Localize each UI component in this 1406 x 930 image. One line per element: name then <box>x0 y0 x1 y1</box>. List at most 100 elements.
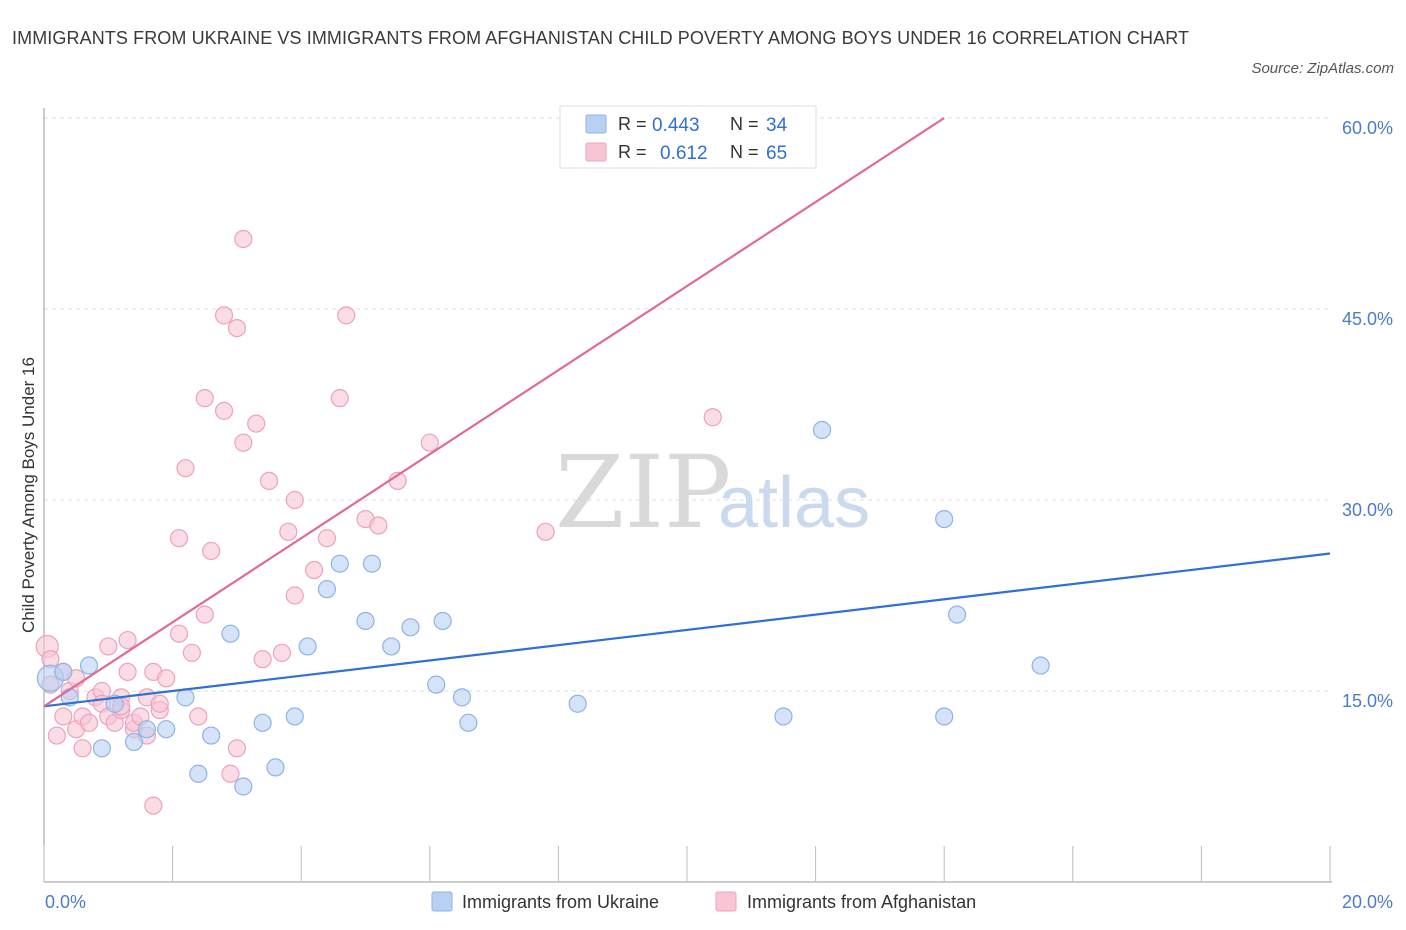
y-axis-label: Child Poverty Among Boys Under 16 <box>19 357 38 633</box>
point-afghanistan-53 <box>304 560 324 580</box>
point-afghanistan-42 <box>227 319 246 338</box>
chart-title: IMMIGRANTS FROM UKRAINE VS IMMIGRANTS FR… <box>12 28 1190 48</box>
watermark-zip: ZIP <box>555 434 731 551</box>
legend-bottom-afghanistan: Immigrants from Afghanistan <box>747 892 976 912</box>
point-afghanistan-4 <box>54 707 73 726</box>
point-ukraine-12 <box>221 624 240 643</box>
legend-n-value-afghanistan: 65 <box>766 143 787 164</box>
point-ukraine-15 <box>266 758 285 777</box>
point-ukraine-31 <box>935 509 954 529</box>
point-afghanistan-10 <box>79 713 99 732</box>
point-afghanistan-40 <box>214 401 234 420</box>
x-tick-label-1: 20.0% <box>1342 892 1393 912</box>
point-afghanistan-15 <box>99 637 118 656</box>
point-afghanistan-48 <box>259 471 279 490</box>
point-afghanistan-41 <box>221 764 240 783</box>
point-ukraine-29 <box>774 707 793 726</box>
point-ukraine-11 <box>202 726 221 745</box>
point-afghanistan-58 <box>369 516 388 535</box>
point-ukraine-10 <box>189 764 208 783</box>
point-afghanistan-55 <box>330 389 349 408</box>
legend-n-value-ukraine: 34 <box>766 115 788 136</box>
point-ukraine-33 <box>947 605 967 624</box>
legend-bottom: Immigrants from Ukraine Immigrants from … <box>431 891 976 912</box>
legend-r-label-ukraine: R = <box>618 114 647 134</box>
point-afghanistan-9 <box>73 739 92 758</box>
point-afghanistan-50 <box>279 522 298 541</box>
source-label: Source: ZipAtlas.com <box>1251 60 1394 77</box>
point-afghanistan-35 <box>189 707 208 726</box>
grid <box>44 117 1330 692</box>
legend-bottom-swatch-ukraine <box>431 891 453 912</box>
point-afghanistan-47 <box>253 650 272 669</box>
point-afghanistan-39 <box>214 306 234 325</box>
point-ukraine-26 <box>452 688 472 707</box>
point-ukraine-18 <box>317 580 337 599</box>
legend-r-value-afghanistan: 0.612 <box>660 143 708 164</box>
point-ukraine-14 <box>253 713 272 732</box>
point-afghanistan-61 <box>536 522 555 541</box>
legend-top: R = 0.443 N = 34 R = 0.612 N = 65 <box>559 105 817 169</box>
point-afghanistan-29 <box>150 694 169 713</box>
point-ukraine-27 <box>459 713 478 732</box>
y-tick-labels: 15.0% 30.0% 45.0% 60.0% <box>1342 118 1393 711</box>
point-ukraine-19 <box>330 554 349 573</box>
legend-r-label-afghanistan: R = <box>618 142 647 162</box>
legend-n-label-afghanistan: N = <box>730 142 759 162</box>
point-afghanistan-56 <box>337 306 356 325</box>
y-tick-label-2: 45.0% <box>1342 309 1393 329</box>
point-afghanistan-54 <box>317 529 337 548</box>
point-ukraine-28 <box>568 694 587 713</box>
legend-swatch-ukraine <box>585 114 607 134</box>
point-afghanistan-52 <box>285 586 304 605</box>
point-afghanistan-31 <box>169 624 189 643</box>
point-afghanistan-2 <box>47 726 66 745</box>
point-ukraine-16 <box>285 707 304 726</box>
point-ukraine-23 <box>401 618 420 637</box>
trend-line-afghanistan <box>43 117 945 708</box>
legend-r-value-ukraine: 0.443 <box>652 115 700 136</box>
axes <box>43 108 1332 883</box>
legend-n-label-ukraine: N = <box>730 114 759 134</box>
point-afghanistan-27 <box>144 796 163 815</box>
x-tick-label-0: 0.0% <box>45 892 86 912</box>
point-ukraine-6 <box>124 732 144 752</box>
point-ukraine-8 <box>157 720 176 739</box>
y-tick-label-0: 15.0% <box>1342 691 1393 711</box>
watermark: ZIP atlas <box>555 434 870 551</box>
point-afghanistan-44 <box>234 229 253 249</box>
point-afghanistan-19 <box>118 630 137 650</box>
point-ukraine-1 <box>54 662 73 682</box>
point-ukraine-22 <box>382 637 401 656</box>
point-ukraine-9 <box>176 688 195 707</box>
trend-line-ukraine <box>43 552 1331 708</box>
y-tick-label-3: 60.0% <box>1342 118 1393 138</box>
point-afghanistan-33 <box>176 459 195 478</box>
point-afghanistan-46 <box>247 414 266 433</box>
point-afghanistan-60 <box>420 433 439 452</box>
data-points <box>35 229 1050 815</box>
point-afghanistan-36 <box>195 389 214 408</box>
trend-lines <box>43 117 1331 708</box>
legend-bottom-ukraine: Immigrants from Ukraine <box>462 892 659 912</box>
point-ukraine-32 <box>935 707 954 726</box>
point-afghanistan-62 <box>703 408 722 427</box>
point-ukraine-20 <box>356 611 375 631</box>
point-ukraine-24 <box>427 675 446 694</box>
point-ukraine-13 <box>234 777 253 796</box>
y-tick-label-1: 30.0% <box>1342 500 1393 520</box>
point-afghanistan-49 <box>272 643 292 662</box>
point-afghanistan-43 <box>227 739 246 758</box>
watermark-atlas: atlas <box>718 463 870 543</box>
point-ukraine-4 <box>92 739 111 758</box>
point-ukraine-34 <box>1031 656 1050 675</box>
legend-bottom-swatch-afghanistan <box>715 891 737 912</box>
point-ukraine-25 <box>433 611 452 631</box>
point-afghanistan-38 <box>202 541 221 561</box>
point-ukraine-7 <box>137 720 156 739</box>
legend-swatch-afghanistan <box>585 142 607 162</box>
point-ukraine-3 <box>79 656 99 675</box>
point-afghanistan-30 <box>157 669 176 688</box>
point-ukraine-17 <box>298 637 317 656</box>
